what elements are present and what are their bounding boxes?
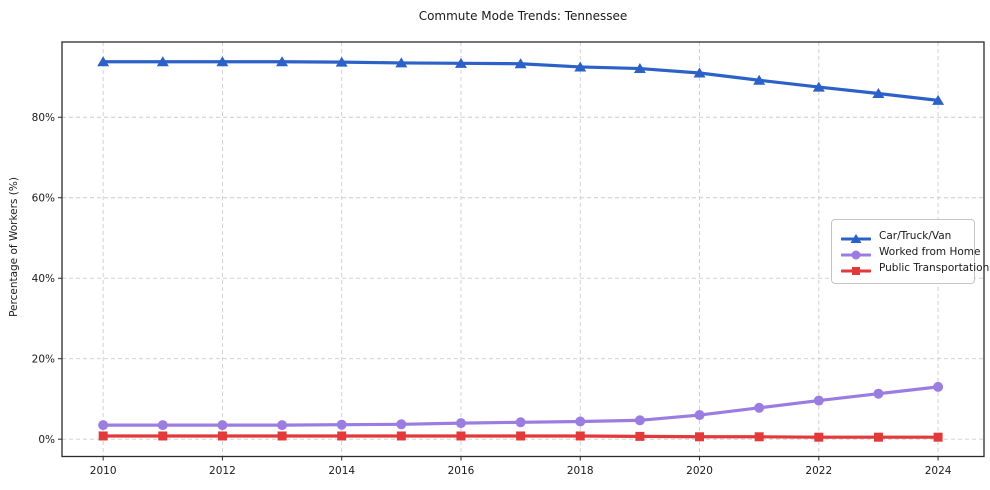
data-point-triangle xyxy=(932,94,945,105)
data-point-triangle xyxy=(395,57,408,68)
legend-square-marker-icon xyxy=(840,262,872,275)
data-point-triangle xyxy=(812,81,825,92)
data-point-circle xyxy=(575,416,586,427)
data-point-square xyxy=(635,431,645,441)
data-point-circle xyxy=(873,388,884,399)
data-point-square xyxy=(873,432,883,442)
legend-item-worked-from-home: Worked from Home xyxy=(840,244,980,259)
data-point-triangle xyxy=(753,74,766,85)
legend-label: Public Transportation xyxy=(879,261,990,274)
legend-triangle-marker-icon xyxy=(840,230,872,243)
data-point-circle xyxy=(933,381,944,392)
data-point-circle xyxy=(694,410,705,421)
legend-label: Car/Truck/Van xyxy=(879,229,952,242)
x-tick-label: 2012 xyxy=(209,465,236,477)
data-point-circle xyxy=(754,402,765,413)
legend-circle-marker-icon xyxy=(840,246,872,259)
data-point-square xyxy=(754,432,764,442)
y-tick-label: 0% xyxy=(38,434,55,446)
y-tick-label: 40% xyxy=(32,273,55,285)
data-point-circle xyxy=(813,395,824,406)
data-point-circle xyxy=(634,415,645,426)
data-point-circle xyxy=(98,420,109,431)
data-point-circle xyxy=(455,418,466,429)
data-point-square xyxy=(98,431,108,441)
x-tick-label: 2010 xyxy=(90,465,117,477)
data-point-square xyxy=(695,432,705,442)
data-point-triangle xyxy=(335,56,348,67)
data-point-square xyxy=(396,431,406,441)
data-point-circle xyxy=(157,420,168,431)
data-point-circle xyxy=(396,419,407,430)
x-tick-label: 2022 xyxy=(805,465,832,477)
data-point-triangle xyxy=(514,58,527,69)
data-point-triangle xyxy=(156,56,169,67)
data-point-circle xyxy=(277,420,288,431)
data-point-triangle xyxy=(454,57,467,68)
plot-border xyxy=(61,41,985,458)
data-point-circle xyxy=(336,419,347,430)
data-point-square xyxy=(516,431,526,441)
data-point-square xyxy=(277,431,287,441)
x-tick-label: 2014 xyxy=(328,465,355,477)
data-point-square xyxy=(337,431,347,441)
x-tick-label: 2024 xyxy=(925,465,952,477)
y-tick-label: 80% xyxy=(32,112,55,124)
data-point-triangle xyxy=(872,88,885,99)
data-point-circle xyxy=(515,417,526,428)
x-tick-label: 2018 xyxy=(567,465,594,477)
data-point-triangle xyxy=(633,63,646,74)
data-point-triangle xyxy=(693,67,706,78)
data-point-square xyxy=(933,432,943,442)
legend-item-car-truck-van: Car/Truck/Van xyxy=(840,228,965,243)
data-point-triangle xyxy=(574,61,587,72)
data-point-triangle xyxy=(216,56,229,67)
data-point-triangle xyxy=(276,56,289,67)
data-point-circle xyxy=(217,420,228,431)
data-point-square xyxy=(217,431,227,441)
legend-label: Worked from Home xyxy=(879,245,981,258)
x-tick-label: 2020 xyxy=(686,465,713,477)
legend-item-public-transportation: Public Transportation xyxy=(840,260,989,275)
y-tick-label: 20% xyxy=(32,353,55,365)
legend: Car/Truck/Van Worked from Home Public Tr… xyxy=(831,219,989,284)
data-point-square xyxy=(575,431,585,441)
y-tick-label: 60% xyxy=(32,192,55,204)
data-point-triangle xyxy=(97,56,110,67)
data-point-square xyxy=(456,431,466,441)
x-tick-label: 2016 xyxy=(448,465,475,477)
chart-title: Commute Mode Trends: Tennessee xyxy=(418,9,628,23)
data-point-square xyxy=(814,432,824,442)
data-point-square xyxy=(158,431,168,441)
